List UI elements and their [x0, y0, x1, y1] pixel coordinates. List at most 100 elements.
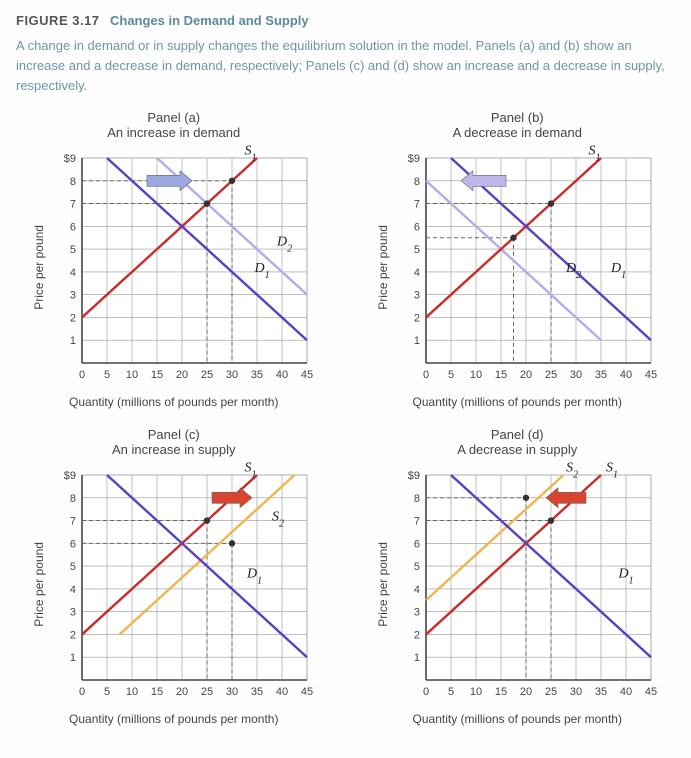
svg-text:8: 8	[70, 493, 76, 505]
svg-text:30: 30	[226, 369, 238, 381]
svg-text:3: 3	[414, 290, 420, 302]
svg-text:5: 5	[448, 686, 454, 698]
svg-text:10: 10	[126, 369, 138, 381]
svg-text:4: 4	[70, 584, 76, 596]
panel-d-label: Panel (d)	[360, 427, 676, 442]
svg-text:$9: $9	[64, 153, 76, 165]
panel-d: Panel (d) A decrease in supply Price per…	[360, 427, 676, 726]
svg-text:2: 2	[414, 630, 420, 642]
svg-text:0: 0	[423, 369, 429, 381]
svg-text:30: 30	[570, 369, 582, 381]
svg-text:7: 7	[70, 516, 76, 528]
svg-text:30: 30	[570, 686, 582, 698]
y-axis-label: Price per pound	[32, 225, 46, 310]
svg-text:15: 15	[151, 686, 163, 698]
panel-b: Panel (b) A decrease in demand Price per…	[360, 110, 676, 409]
svg-text:40: 40	[276, 369, 288, 381]
svg-text:2: 2	[70, 313, 76, 325]
svg-text:1: 1	[70, 653, 76, 665]
x-axis-label: Quantity (millions of pounds per month)	[69, 395, 278, 409]
svg-text:45: 45	[645, 369, 657, 381]
svg-text:7: 7	[414, 199, 420, 211]
svg-text:0: 0	[79, 686, 85, 698]
svg-text:10: 10	[470, 369, 482, 381]
svg-text:20: 20	[176, 369, 188, 381]
panel-b-subtitle: A decrease in demand	[360, 125, 676, 140]
svg-text:40: 40	[276, 686, 288, 698]
panel-c-subtitle: An increase in supply	[16, 442, 332, 457]
chart-c: 05101520253035404512345678$9S1D1S2	[52, 461, 315, 706]
svg-text:25: 25	[545, 369, 557, 381]
panel-a-subtitle: An increase in demand	[16, 125, 332, 140]
panel-d-subtitle: A decrease in supply	[360, 442, 676, 457]
svg-text:20: 20	[176, 686, 188, 698]
svg-text:5: 5	[104, 369, 110, 381]
svg-text:$9: $9	[408, 153, 420, 165]
x-axis-label: Quantity (millions of pounds per month)	[69, 712, 278, 726]
svg-text:7: 7	[414, 516, 420, 528]
panel-c-label: Panel (c)	[16, 427, 332, 442]
svg-text:$9: $9	[64, 470, 76, 482]
svg-text:35: 35	[595, 369, 607, 381]
svg-text:40: 40	[620, 686, 632, 698]
svg-text:35: 35	[251, 369, 263, 381]
svg-text:4: 4	[70, 267, 76, 279]
y-axis-label: Price per pound	[376, 225, 390, 310]
figure-title: Changes in Demand and Supply	[110, 13, 309, 28]
svg-text:20: 20	[520, 686, 532, 698]
panel-c: Panel (c) An increase in supply Price pe…	[16, 427, 332, 726]
figure-label: FIGURE 3.17	[16, 13, 100, 28]
svg-text:45: 45	[301, 686, 313, 698]
svg-text:0: 0	[79, 369, 85, 381]
svg-text:1: 1	[414, 653, 420, 665]
svg-text:10: 10	[126, 686, 138, 698]
svg-text:30: 30	[226, 686, 238, 698]
svg-text:2: 2	[70, 630, 76, 642]
svg-text:6: 6	[414, 539, 420, 551]
figure-caption: A change in demand or in supply changes …	[16, 36, 675, 96]
svg-text:5: 5	[414, 562, 420, 574]
svg-text:1: 1	[414, 336, 420, 348]
svg-text:0: 0	[423, 686, 429, 698]
y-axis-label: Price per pound	[376, 542, 390, 627]
panel-b-label: Panel (b)	[360, 110, 676, 125]
svg-text:5: 5	[70, 562, 76, 574]
svg-text:40: 40	[620, 369, 632, 381]
panel-a: Panel (a) An increase in demand Price pe…	[16, 110, 332, 409]
svg-text:7: 7	[70, 199, 76, 211]
svg-text:8: 8	[414, 493, 420, 505]
svg-text:5: 5	[70, 245, 76, 257]
svg-text:8: 8	[414, 176, 420, 188]
svg-text:25: 25	[545, 686, 557, 698]
svg-text:4: 4	[414, 267, 420, 279]
chart-b: 05101520253035404512345678$9S1D1D2	[396, 144, 659, 389]
chart-d: 05101520253035404512345678$9S1D1S2	[396, 461, 659, 706]
svg-text:$9: $9	[408, 470, 420, 482]
svg-text:25: 25	[201, 369, 213, 381]
svg-text:8: 8	[70, 176, 76, 188]
svg-text:5: 5	[414, 245, 420, 257]
svg-text:35: 35	[251, 686, 263, 698]
svg-text:3: 3	[70, 290, 76, 302]
svg-text:5: 5	[104, 686, 110, 698]
svg-text:1: 1	[70, 336, 76, 348]
svg-text:25: 25	[201, 686, 213, 698]
svg-text:4: 4	[414, 584, 420, 596]
svg-text:6: 6	[70, 539, 76, 551]
x-axis-label: Quantity (millions of pounds per month)	[413, 395, 622, 409]
svg-text:10: 10	[470, 686, 482, 698]
x-axis-label: Quantity (millions of pounds per month)	[413, 712, 622, 726]
svg-text:6: 6	[70, 222, 76, 234]
svg-text:15: 15	[495, 686, 507, 698]
svg-text:6: 6	[414, 222, 420, 234]
svg-text:45: 45	[645, 686, 657, 698]
svg-text:20: 20	[520, 369, 532, 381]
panel-a-label: Panel (a)	[16, 110, 332, 125]
chart-a: 05101520253035404512345678$9S1D1D2	[52, 144, 315, 389]
svg-text:2: 2	[414, 313, 420, 325]
svg-text:35: 35	[595, 686, 607, 698]
svg-text:3: 3	[70, 607, 76, 619]
svg-text:15: 15	[495, 369, 507, 381]
svg-text:5: 5	[448, 369, 454, 381]
svg-text:45: 45	[301, 369, 313, 381]
